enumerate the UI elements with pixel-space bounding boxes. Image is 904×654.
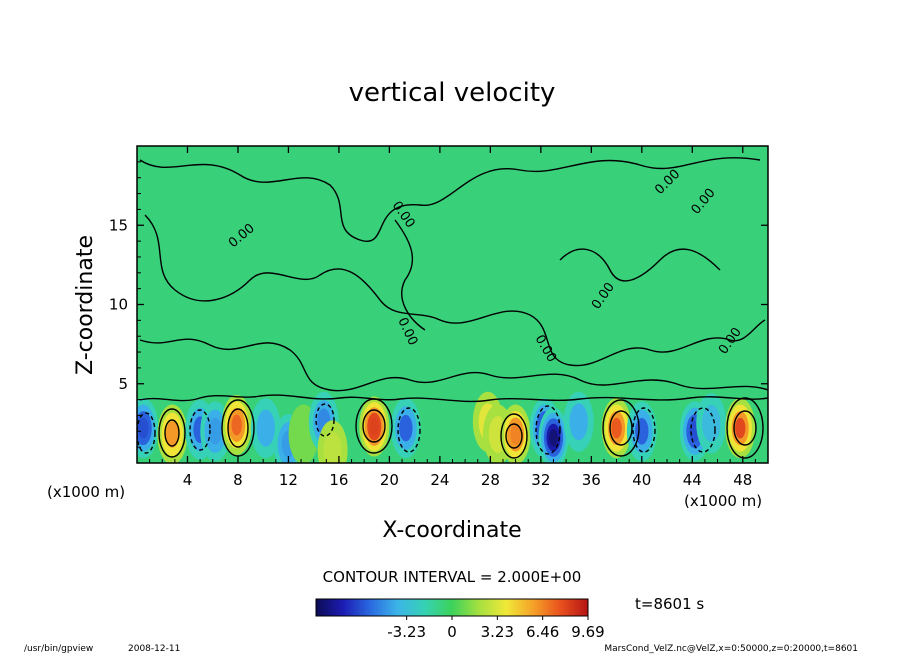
contour-ring xyxy=(137,412,156,454)
field-cell xyxy=(735,417,746,439)
field-cell xyxy=(256,409,275,447)
zero-contour xyxy=(559,248,721,282)
contour-ring xyxy=(362,409,386,443)
footer-date: 2008-12-11 xyxy=(128,644,180,654)
field-cell xyxy=(138,417,149,439)
y-tick-label: 15 xyxy=(109,216,128,234)
field-cell xyxy=(208,418,222,445)
x-ticks: 4 8 12 16 20 24 28 32 36 40 44 48 xyxy=(149,146,756,489)
zero-contour xyxy=(139,157,761,243)
colorbar-tick-label: 9.69 xyxy=(571,623,604,641)
colorbar-tick-label: -3.23 xyxy=(387,623,426,641)
y-axis-label: Z-coordinate xyxy=(73,235,98,375)
contour-ring xyxy=(158,408,186,458)
field-cell xyxy=(369,417,379,436)
colorbar-tick-label: 6.46 xyxy=(526,623,559,641)
x-tick-label: 24 xyxy=(430,471,449,489)
zero-contour xyxy=(139,338,768,392)
contour-ring xyxy=(733,410,757,446)
zero-contour xyxy=(144,214,766,367)
contour-ring xyxy=(189,409,211,451)
x-tick-label: 44 xyxy=(683,471,702,489)
x-tick-label: 32 xyxy=(531,471,550,489)
contour-ring xyxy=(632,407,656,453)
contour-ring xyxy=(164,419,180,447)
zero-contour xyxy=(139,394,768,403)
contour-ring xyxy=(726,397,764,459)
field-cell xyxy=(165,421,180,448)
plot-area: 0.00 0.00 0.00 0.00 0.00 0.00 0.00 0.00 … xyxy=(109,145,769,489)
time-label: t=8601 s xyxy=(635,595,704,613)
contour-ring xyxy=(227,408,249,448)
zero-contour xyxy=(394,219,426,331)
field-cell xyxy=(399,414,413,442)
y-tick-label: 10 xyxy=(109,296,128,314)
contour-ring xyxy=(355,398,393,454)
field-cell xyxy=(323,431,342,463)
field-cell xyxy=(510,424,521,445)
x-tick-label: 48 xyxy=(733,471,752,489)
y-tick-label: 5 xyxy=(118,375,128,393)
field-cell xyxy=(611,417,622,439)
field-cell xyxy=(549,429,558,447)
colorbar-tick-label: 0 xyxy=(447,623,457,641)
chart-title: vertical velocity xyxy=(349,78,556,108)
colorbar-gradient xyxy=(315,598,589,617)
x-unit-right: (x1000 m) xyxy=(684,492,762,510)
y-ticks: 5 10 15 xyxy=(109,161,768,448)
colorbar: -3.23 0 3.23 6.46 9.69 xyxy=(315,598,605,641)
x-axis-label: X-coordinate xyxy=(382,518,521,543)
field-cell xyxy=(231,414,242,436)
contour-lines xyxy=(137,157,768,459)
footer-source: MarsCond_VelZ.nc@VelZ,x=0:50000,z=0:2000… xyxy=(604,644,858,654)
contour-ring xyxy=(690,407,716,453)
contour-interval: CONTOUR INTERVAL = 2.000E+00 xyxy=(323,568,582,586)
contour-ring xyxy=(397,407,421,453)
x-tick-label: 40 xyxy=(632,471,651,489)
contour-ring xyxy=(535,405,561,455)
footer-program: /usr/bin/gpview xyxy=(24,644,93,654)
x-tick-label: 4 xyxy=(183,471,193,489)
x-tick-label: 20 xyxy=(380,471,399,489)
colorbar-tick-label: 3.23 xyxy=(481,623,514,641)
x-tick-label: 28 xyxy=(481,471,500,489)
x-unit-left: (x1000 m) xyxy=(47,483,125,501)
x-tick-label: 36 xyxy=(582,471,601,489)
field-cell xyxy=(569,403,588,441)
contour-ring xyxy=(500,413,528,459)
colorbar-ticks: -3.23 0 3.23 6.46 9.69 xyxy=(387,616,605,641)
x-tick-label: 8 xyxy=(233,471,243,489)
contour-ring xyxy=(609,410,633,446)
x-tick-label: 16 xyxy=(329,471,348,489)
x-tick-label: 12 xyxy=(279,471,298,489)
contour-ring xyxy=(315,403,335,437)
contour-ring xyxy=(602,399,640,457)
contour-ring xyxy=(505,423,523,449)
field-cell xyxy=(702,404,721,442)
